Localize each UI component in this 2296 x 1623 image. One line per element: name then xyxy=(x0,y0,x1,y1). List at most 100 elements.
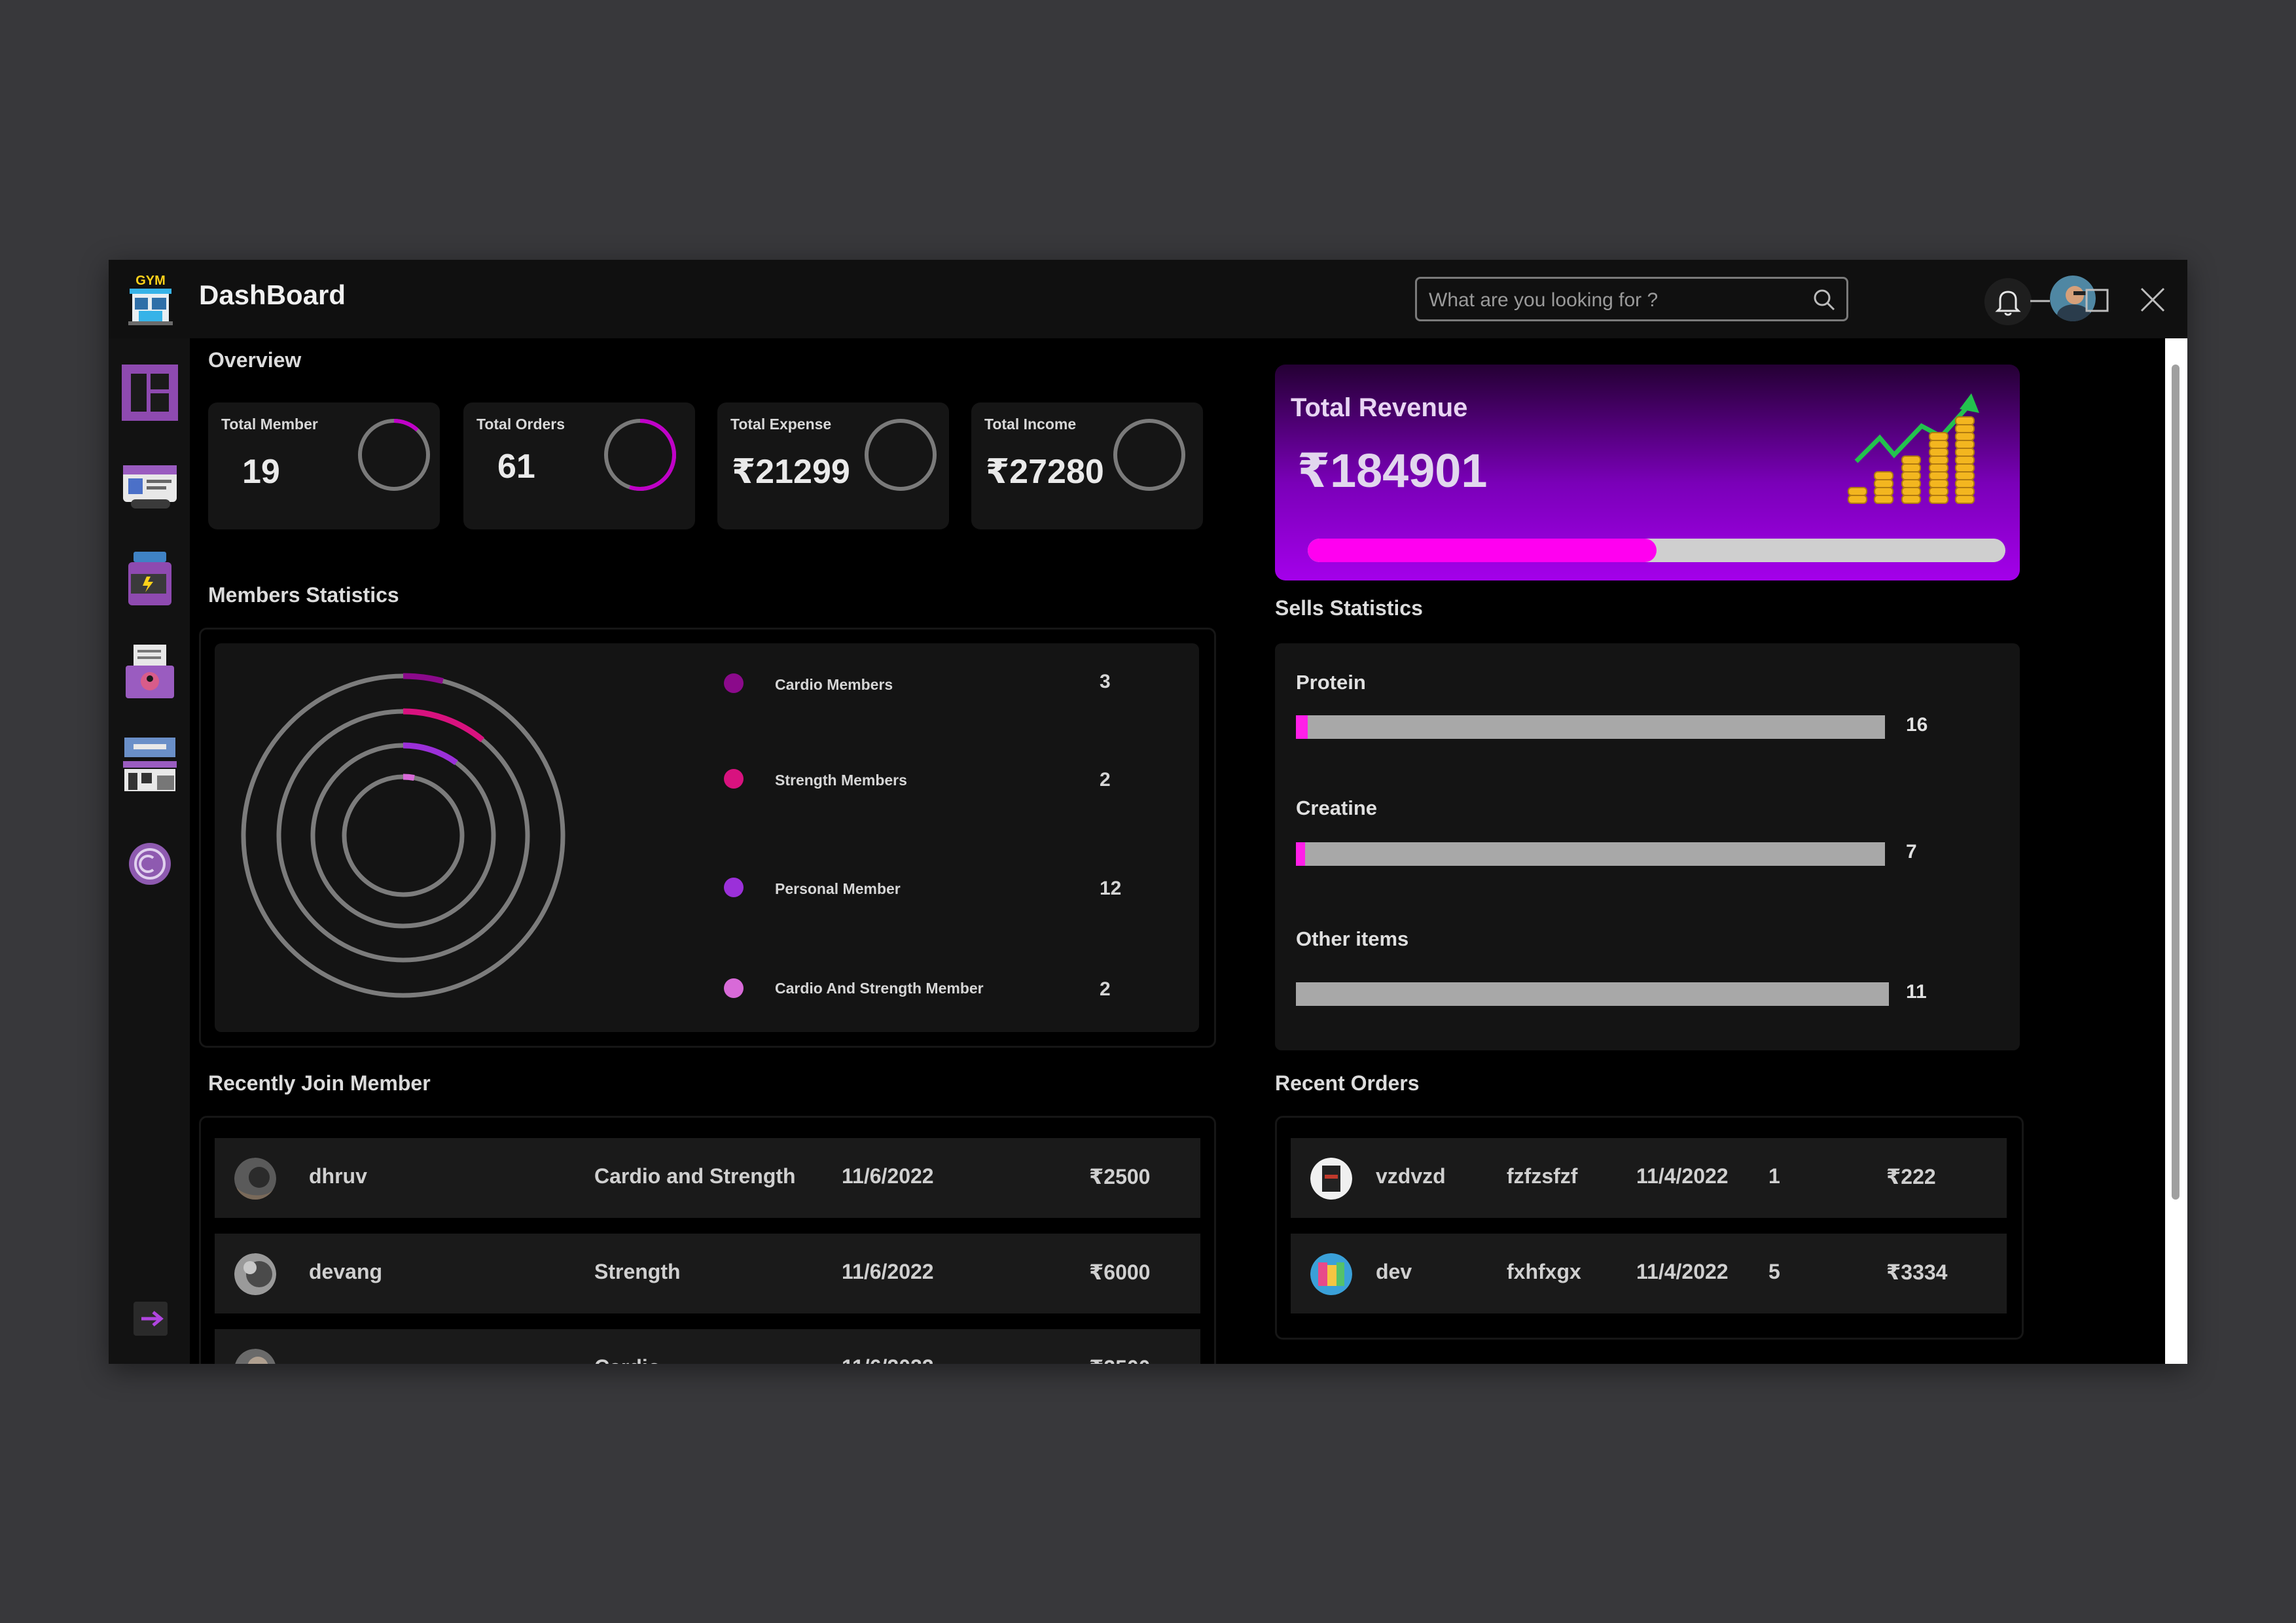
stat-progress-ring xyxy=(358,419,430,491)
member-avatar xyxy=(234,1158,276,1200)
revenue-title: Total Revenue xyxy=(1291,393,1468,422)
bar-label-creatine: Creatine xyxy=(1296,796,1378,819)
bar-count-creatine: 7 xyxy=(1906,841,1917,863)
order-customer: dev xyxy=(1376,1260,1412,1283)
sells-stats-title: Sells Statistics xyxy=(1275,596,1423,620)
dashboard-icon[interactable] xyxy=(122,365,178,421)
legend-dot xyxy=(724,978,744,998)
legend-count-cardio: 3 xyxy=(1100,671,1111,692)
scrollbar-thumb[interactable] xyxy=(2172,365,2179,1200)
order-qty: 1 xyxy=(1768,1164,1780,1188)
total-orders-card[interactable]: Total Orders 61 xyxy=(463,402,695,529)
member-amount: ₹2500 xyxy=(1089,1165,1151,1188)
ring-segment xyxy=(403,708,484,743)
minimize-icon[interactable] xyxy=(2024,283,2056,316)
member-name: devang xyxy=(309,1260,383,1283)
legend-label-personal: Personal Member xyxy=(775,880,901,897)
stat-value: ₹21299 xyxy=(732,453,850,491)
legend-label-strength: Strength Members xyxy=(775,772,907,789)
revenue-progress-fill xyxy=(1308,539,1657,562)
sidebar xyxy=(109,338,190,1364)
members-stats-panel: Cardio Members 3 Strength Members 2 Pers… xyxy=(215,643,1199,1032)
member-plan: Strength xyxy=(594,1260,681,1283)
search-icon[interactable] xyxy=(1811,287,1837,313)
bar-fill-creatine xyxy=(1296,842,1305,866)
total-member-card[interactable]: Total Member 19 xyxy=(208,402,440,529)
bar-count-protein: 16 xyxy=(1906,714,1928,736)
total-expense-card[interactable]: Total Expense ₹21299 xyxy=(717,402,949,529)
member-date: 11/6/2022 xyxy=(842,1164,934,1188)
table-row[interactable]: vzdvzd fzfzsfzf 11/4/2022 1 ₹222 xyxy=(1291,1138,2007,1218)
legend-dot xyxy=(724,878,744,897)
supplement-jar-icon[interactable] xyxy=(122,550,178,607)
order-avatar xyxy=(1310,1158,1352,1200)
stat-label: Total Orders xyxy=(476,416,565,433)
total-income-card[interactable]: Total Income ₹27280 xyxy=(971,402,1203,529)
member-avatar xyxy=(234,1253,276,1295)
stat-progress-ring xyxy=(1113,419,1185,491)
table-row[interactable]: Cardio 11/6/2022 ₹2500 xyxy=(215,1329,1200,1364)
total-revenue-card[interactable]: Total Revenue ₹184901 xyxy=(1275,365,2020,580)
order-amount: ₹222 xyxy=(1886,1165,1936,1188)
stat-value: 61 xyxy=(497,448,535,486)
member-date: 11/6/2022 xyxy=(842,1355,934,1364)
legend-count-personal: 12 xyxy=(1100,878,1122,899)
gym-logo-icon: GYM xyxy=(128,274,173,325)
order-item: fzfzsfzf xyxy=(1507,1164,1578,1188)
bell-icon[interactable] xyxy=(1984,278,2032,325)
table-row[interactable]: dev fxhfxgx 11/4/2022 5 ₹3334 xyxy=(1291,1234,2007,1313)
ring-segment xyxy=(403,774,415,781)
legend-count-cardio-strength: 2 xyxy=(1100,978,1111,1000)
order-date: 11/4/2022 xyxy=(1636,1164,1729,1188)
members-stats-frame xyxy=(199,628,1216,1048)
member-plan: Cardio xyxy=(594,1355,660,1364)
stat-value: ₹27280 xyxy=(986,453,1104,491)
order-qty: 5 xyxy=(1768,1260,1780,1283)
bar-count-other: 11 xyxy=(1906,981,1927,1003)
table-row[interactable]: devang Strength 11/6/2022 ₹6000 xyxy=(215,1234,1200,1313)
gym-equipment-icon[interactable] xyxy=(122,736,178,793)
bar-label-other: Other items xyxy=(1296,927,1409,950)
member-plan: Cardio and Strength xyxy=(594,1164,796,1188)
member-name: dhruv xyxy=(309,1164,367,1188)
logout-icon[interactable] xyxy=(132,1300,169,1337)
page-title: DashBoard xyxy=(199,279,346,310)
stat-label: Total Income xyxy=(984,416,1077,433)
stat-label: Total Member xyxy=(221,416,318,433)
member-amount: ₹2500 xyxy=(1089,1355,1150,1364)
user-avatar[interactable] xyxy=(2050,276,2096,321)
table-row[interactable]: dhruv Cardio and Strength 11/6/2022 ₹250… xyxy=(215,1138,1200,1218)
order-customer: vzdvzd xyxy=(1376,1164,1446,1188)
stat-value: 19 xyxy=(242,453,280,491)
stat-progress-ring xyxy=(865,419,937,491)
order-date: 11/4/2022 xyxy=(1636,1260,1729,1283)
order-amount: ₹3334 xyxy=(1886,1260,1948,1284)
revenue-growth-icon xyxy=(1848,393,1979,504)
bar-label-protein: Protein xyxy=(1296,671,1366,694)
legend-label-cardio: Cardio Members xyxy=(775,676,893,693)
report-icon[interactable] xyxy=(122,643,178,700)
members-ring-chart xyxy=(241,673,565,998)
app-window: GYM DashBoard xyxy=(109,260,2187,1364)
legend-label-cardio-strength: Cardio And Strength Member xyxy=(775,980,984,997)
recent-orders-frame xyxy=(1275,1116,2024,1340)
close-icon[interactable] xyxy=(2136,283,2169,316)
stat-progress-ring xyxy=(604,419,676,491)
member-avatar xyxy=(235,1349,276,1364)
maximize-icon[interactable] xyxy=(2080,283,2113,316)
members-card-icon[interactable] xyxy=(122,459,178,515)
search-box[interactable] xyxy=(1415,277,1848,321)
member-date: 11/6/2022 xyxy=(842,1260,934,1283)
ring-track xyxy=(1113,419,1185,491)
ring-track xyxy=(865,419,937,491)
ring-progress-arc xyxy=(393,419,419,432)
recent-orders-title: Recent Orders xyxy=(1275,1071,1420,1095)
bar-track-creatine xyxy=(1296,842,1885,866)
bar-track-other xyxy=(1296,982,1889,1006)
search-input[interactable] xyxy=(1427,284,1797,317)
sells-stats-panel: Protein 16 Creatine 7 Other items 11 xyxy=(1275,643,2020,1050)
svg-text:GYM: GYM xyxy=(135,274,166,288)
order-avatar xyxy=(1310,1253,1352,1295)
revenue-progress-track xyxy=(1308,539,2005,562)
circle-settings-icon[interactable] xyxy=(122,836,178,892)
